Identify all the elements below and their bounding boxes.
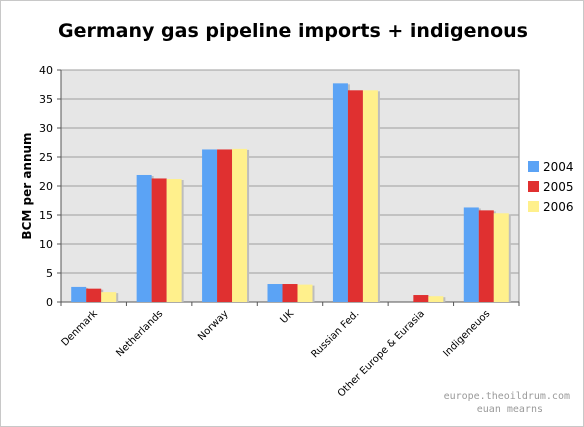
bar [101, 292, 117, 302]
y-tick-label: 35 [39, 93, 53, 106]
bar [232, 148, 248, 302]
bar [267, 284, 283, 302]
bar [71, 286, 87, 302]
legend-label: 2006 [543, 200, 574, 214]
bar [478, 210, 494, 302]
credit-author: euan mearns [477, 404, 543, 415]
bar [463, 207, 479, 302]
y-tick-label: 25 [39, 151, 53, 164]
legend-label: 2004 [543, 160, 574, 174]
chart-title: Germany gas pipeline imports + indigenou… [58, 20, 528, 42]
y-tick-label: 20 [39, 180, 53, 193]
credit-site: europe.theoildrum.com [444, 391, 570, 402]
bar [347, 90, 363, 302]
x-tick-label: Norway [196, 308, 231, 343]
x-tick-label: Indigeneuos [441, 308, 492, 359]
plot-area: 0 5 10 15 20 25 30 35 40 Denmark Netherlands Norway… [39, 64, 520, 399]
y-tick-label: 0 [46, 296, 53, 309]
legend-label: 2005 [543, 180, 574, 194]
legend-swatch [528, 161, 539, 172]
y-tick-label: 15 [39, 209, 53, 222]
y-tick-label: 40 [39, 64, 53, 77]
y-tick-label: 10 [39, 238, 53, 251]
bar [202, 149, 218, 302]
legend: 2004 2005 2006 [528, 160, 574, 214]
legend-swatch [528, 181, 539, 192]
bar [217, 149, 233, 302]
bar [86, 288, 102, 302]
x-tick-label: Netherlands [114, 308, 165, 359]
x-tick-label: Russian Fed. [310, 308, 362, 360]
bar [362, 90, 378, 302]
bar [413, 295, 429, 302]
bar [493, 213, 509, 302]
legend-swatch [528, 201, 539, 212]
bar [151, 178, 167, 302]
bar [166, 179, 182, 302]
y-tick-label: 5 [46, 267, 53, 280]
y-tick-label: 30 [39, 122, 53, 135]
bar [297, 284, 313, 302]
x-tick-label: Denmark [60, 308, 100, 348]
y-axis-label: BCM per annum [20, 132, 34, 239]
bar [282, 284, 298, 302]
bar [332, 83, 348, 302]
bar [428, 296, 444, 302]
bar [136, 174, 152, 302]
x-tick-label: UK [279, 308, 297, 326]
